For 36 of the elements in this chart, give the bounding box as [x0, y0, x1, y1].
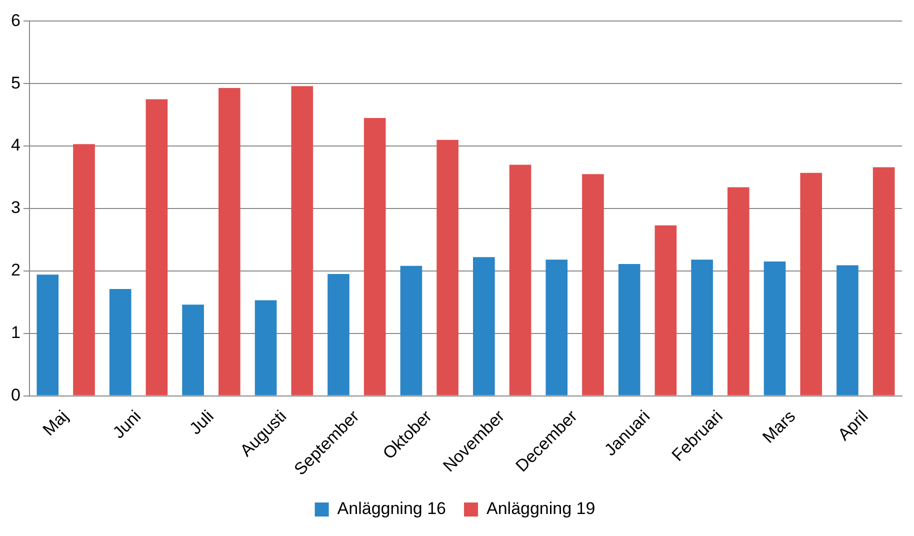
bar: [73, 144, 95, 396]
x-tick-label: Maj: [39, 406, 72, 440]
bar: [182, 304, 204, 396]
y-tick-label: 1: [10, 323, 20, 342]
bar: [473, 257, 495, 396]
bar: [618, 264, 640, 396]
bar: [254, 300, 277, 396]
bar: [218, 88, 240, 396]
bar: [109, 289, 132, 396]
y-tick-label: 2: [10, 260, 20, 280]
bar: [546, 260, 568, 396]
bar: [400, 266, 422, 396]
legend-label: Anläggning 19: [486, 499, 596, 518]
bar: [872, 167, 895, 396]
bar: [436, 140, 458, 396]
y-tick-label: 3: [10, 198, 20, 218]
x-tick-label: Juli: [186, 406, 218, 438]
bar: [691, 260, 713, 396]
bar: [727, 187, 750, 396]
bar: [582, 174, 604, 396]
y-tick-label: 6: [10, 10, 20, 30]
x-tick-label: Juni: [109, 406, 145, 442]
bar: [509, 164, 532, 396]
y-tick-label: 0: [10, 385, 20, 404]
legend-label: Anläggning 16: [337, 499, 446, 518]
bar: [364, 118, 386, 396]
bar: [654, 225, 677, 396]
bar: [146, 99, 168, 396]
bar: [836, 265, 858, 396]
bar: [291, 86, 314, 396]
y-tick-label: 5: [10, 73, 20, 92]
bar: [800, 172, 822, 396]
bar: [36, 274, 59, 396]
y-tick-label: 4: [10, 136, 20, 155]
bar: [764, 262, 786, 396]
bar: [328, 274, 350, 396]
